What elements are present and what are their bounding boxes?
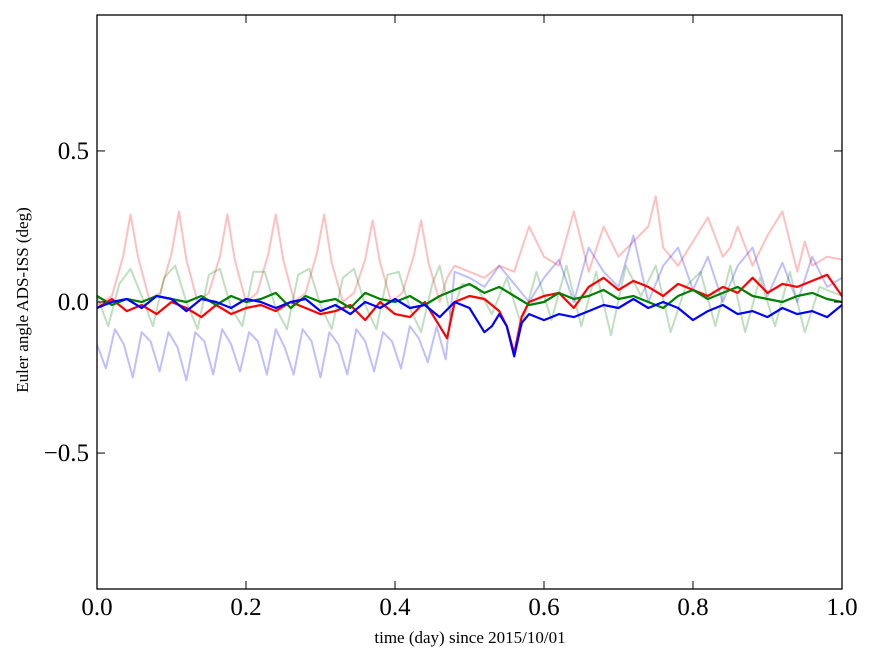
y-tick-label: −0.5 [44,440,89,467]
x-tick-label: 0.8 [677,594,708,621]
x-tick-label: 0.2 [230,594,261,621]
series-layer [97,195,842,382]
series-line-1 [97,195,842,306]
series-line-5 [97,282,842,310]
x-tick-label: 0.0 [81,594,112,621]
y-tick-label: 0.0 [58,289,89,316]
y-axis-label: Euler angle ADS-ISS (deg) [13,207,32,393]
plot-frame [96,14,843,590]
x-tick-label: 1.0 [826,594,857,621]
series-line-4 [97,273,842,355]
x-axis-label: time (day) since 2015/10/01 [374,628,565,647]
series-line-6 [97,294,842,358]
series-line-2 [97,264,842,337]
series-line-3 [97,234,842,382]
y-tick-label: 0.5 [58,138,89,165]
x-tick-label: 0.4 [379,594,411,621]
tick-layer: 0.0 0.2 0.4 0.6 0.8 1.0 −0.5 0.0 0.5 [44,15,858,621]
x-tick-label: 0.6 [528,594,559,621]
